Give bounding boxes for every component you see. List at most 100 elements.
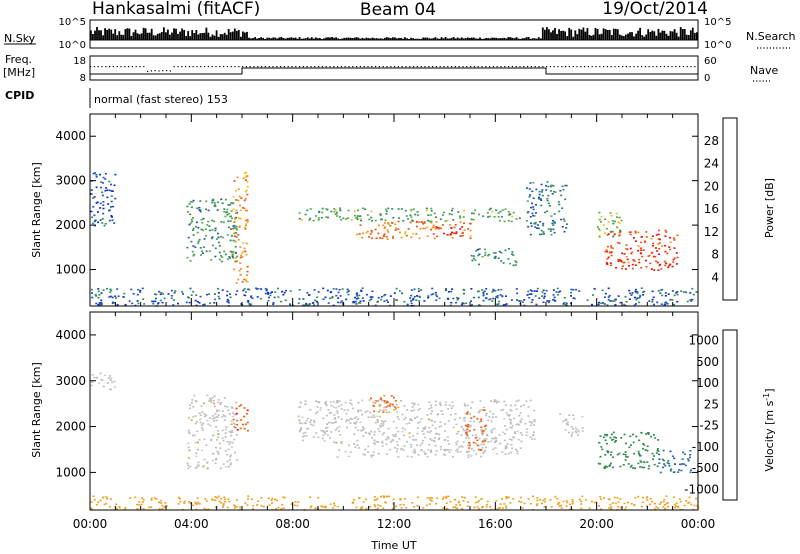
nave-point (458, 66, 460, 68)
heatmap-cell (470, 288, 473, 290)
heatmap-cell (483, 451, 486, 453)
heatmap-cell (477, 411, 480, 414)
heatmap-cell (444, 438, 447, 441)
heatmap-cell (217, 414, 220, 416)
heatmap-cell (338, 425, 341, 428)
count-bar (262, 37, 265, 40)
count-bar (505, 38, 508, 40)
heatmap-cell (431, 497, 433, 499)
heatmap-cell (207, 423, 210, 425)
count-bar (300, 38, 303, 40)
heatmap-cell (393, 396, 395, 399)
heatmap-cell (504, 404, 507, 406)
count-bar (436, 38, 439, 40)
heatmap-cell (420, 418, 423, 420)
heatmap-cell (492, 400, 495, 403)
heatmap-cell (447, 440, 449, 442)
count-bar (499, 38, 502, 40)
heatmap-cell (644, 449, 647, 451)
heatmap-cell (406, 440, 409, 443)
heatmap-cell (462, 302, 465, 305)
heatmap-cell (90, 210, 93, 213)
heatmap-cell (190, 240, 193, 243)
heatmap-cell (361, 413, 364, 416)
heatmap-cell (213, 417, 216, 419)
heatmap-cell (535, 212, 537, 214)
heatmap-cell (435, 502, 438, 505)
heatmap-cell (530, 222, 532, 225)
count-bar (535, 38, 538, 40)
heatmap-cell (384, 219, 387, 222)
heatmap-cell (432, 226, 435, 228)
heatmap-cell (446, 297, 449, 300)
nave-point (291, 66, 293, 68)
heatmap-cell (470, 455, 473, 457)
heatmap-cell (334, 421, 337, 424)
heatmap-cell (238, 195, 241, 198)
heatmap-cell (246, 193, 249, 196)
heatmap-cell (391, 403, 394, 406)
count-bar (604, 29, 607, 40)
heatmap-cell (471, 434, 474, 437)
heatmap-cell (410, 443, 413, 446)
heatmap-cell (474, 259, 477, 261)
heatmap-cell (212, 453, 214, 455)
heatmap-cell (471, 303, 473, 306)
heatmap-cell (687, 458, 690, 460)
heatmap-cell (486, 212, 489, 214)
heatmap-cell (571, 502, 574, 505)
heatmap-cell (467, 501, 470, 503)
heatmap-cell (215, 446, 217, 449)
nave-point (120, 66, 122, 68)
heatmap-cell (607, 298, 610, 301)
heatmap-cell (643, 461, 646, 464)
heatmap-cell (602, 302, 605, 304)
heatmap-cell (231, 217, 234, 220)
nave-point (652, 66, 654, 68)
heatmap-cell (381, 445, 384, 447)
heatmap-cell (556, 287, 559, 290)
heatmap-cell (394, 229, 397, 231)
heatmap-cell (277, 287, 279, 290)
heatmap-cell (214, 298, 216, 301)
heatmap-cell (410, 208, 413, 211)
nave-point (489, 66, 491, 68)
heatmap-cell (634, 232, 637, 234)
heatmap-cell (347, 209, 350, 212)
heatmap-cell (429, 430, 432, 432)
heatmap-cell (526, 200, 529, 202)
heatmap-cell (497, 400, 500, 403)
heatmap-cell (109, 295, 112, 298)
nave-point (234, 66, 236, 68)
heatmap-cell (570, 288, 573, 291)
heatmap-cell (478, 263, 480, 266)
nave-point (595, 66, 597, 68)
heatmap-cell (170, 297, 173, 300)
heatmap-cell (243, 407, 246, 409)
heatmap-cell (93, 196, 96, 198)
heatmap-cell (547, 185, 550, 188)
heatmap-cell (326, 426, 329, 429)
heatmap-cell (450, 290, 453, 293)
count-bar (274, 37, 277, 40)
heatmap-cell (357, 402, 360, 404)
heatmap-cell (338, 288, 341, 291)
heatmap-cell (148, 506, 151, 509)
heatmap-cell (604, 439, 607, 442)
nave-point (641, 66, 643, 68)
heatmap-cell (443, 232, 446, 235)
heatmap-cell (511, 447, 514, 449)
heatmap-cell (616, 227, 619, 229)
heatmap-cell (358, 215, 361, 218)
heatmap-cell (305, 420, 308, 422)
heatmap-cell (643, 240, 646, 243)
heatmap-cell (246, 270, 249, 273)
heatmap-cell (384, 226, 387, 228)
heatmap-cell (433, 421, 436, 423)
heatmap-cell (95, 174, 98, 176)
heatmap-cell (465, 451, 468, 453)
heatmap-cell (434, 433, 437, 435)
colorbar-tick-label: 100 (696, 376, 719, 390)
heatmap-cell (669, 263, 672, 266)
heatmap-cell (192, 234, 195, 236)
